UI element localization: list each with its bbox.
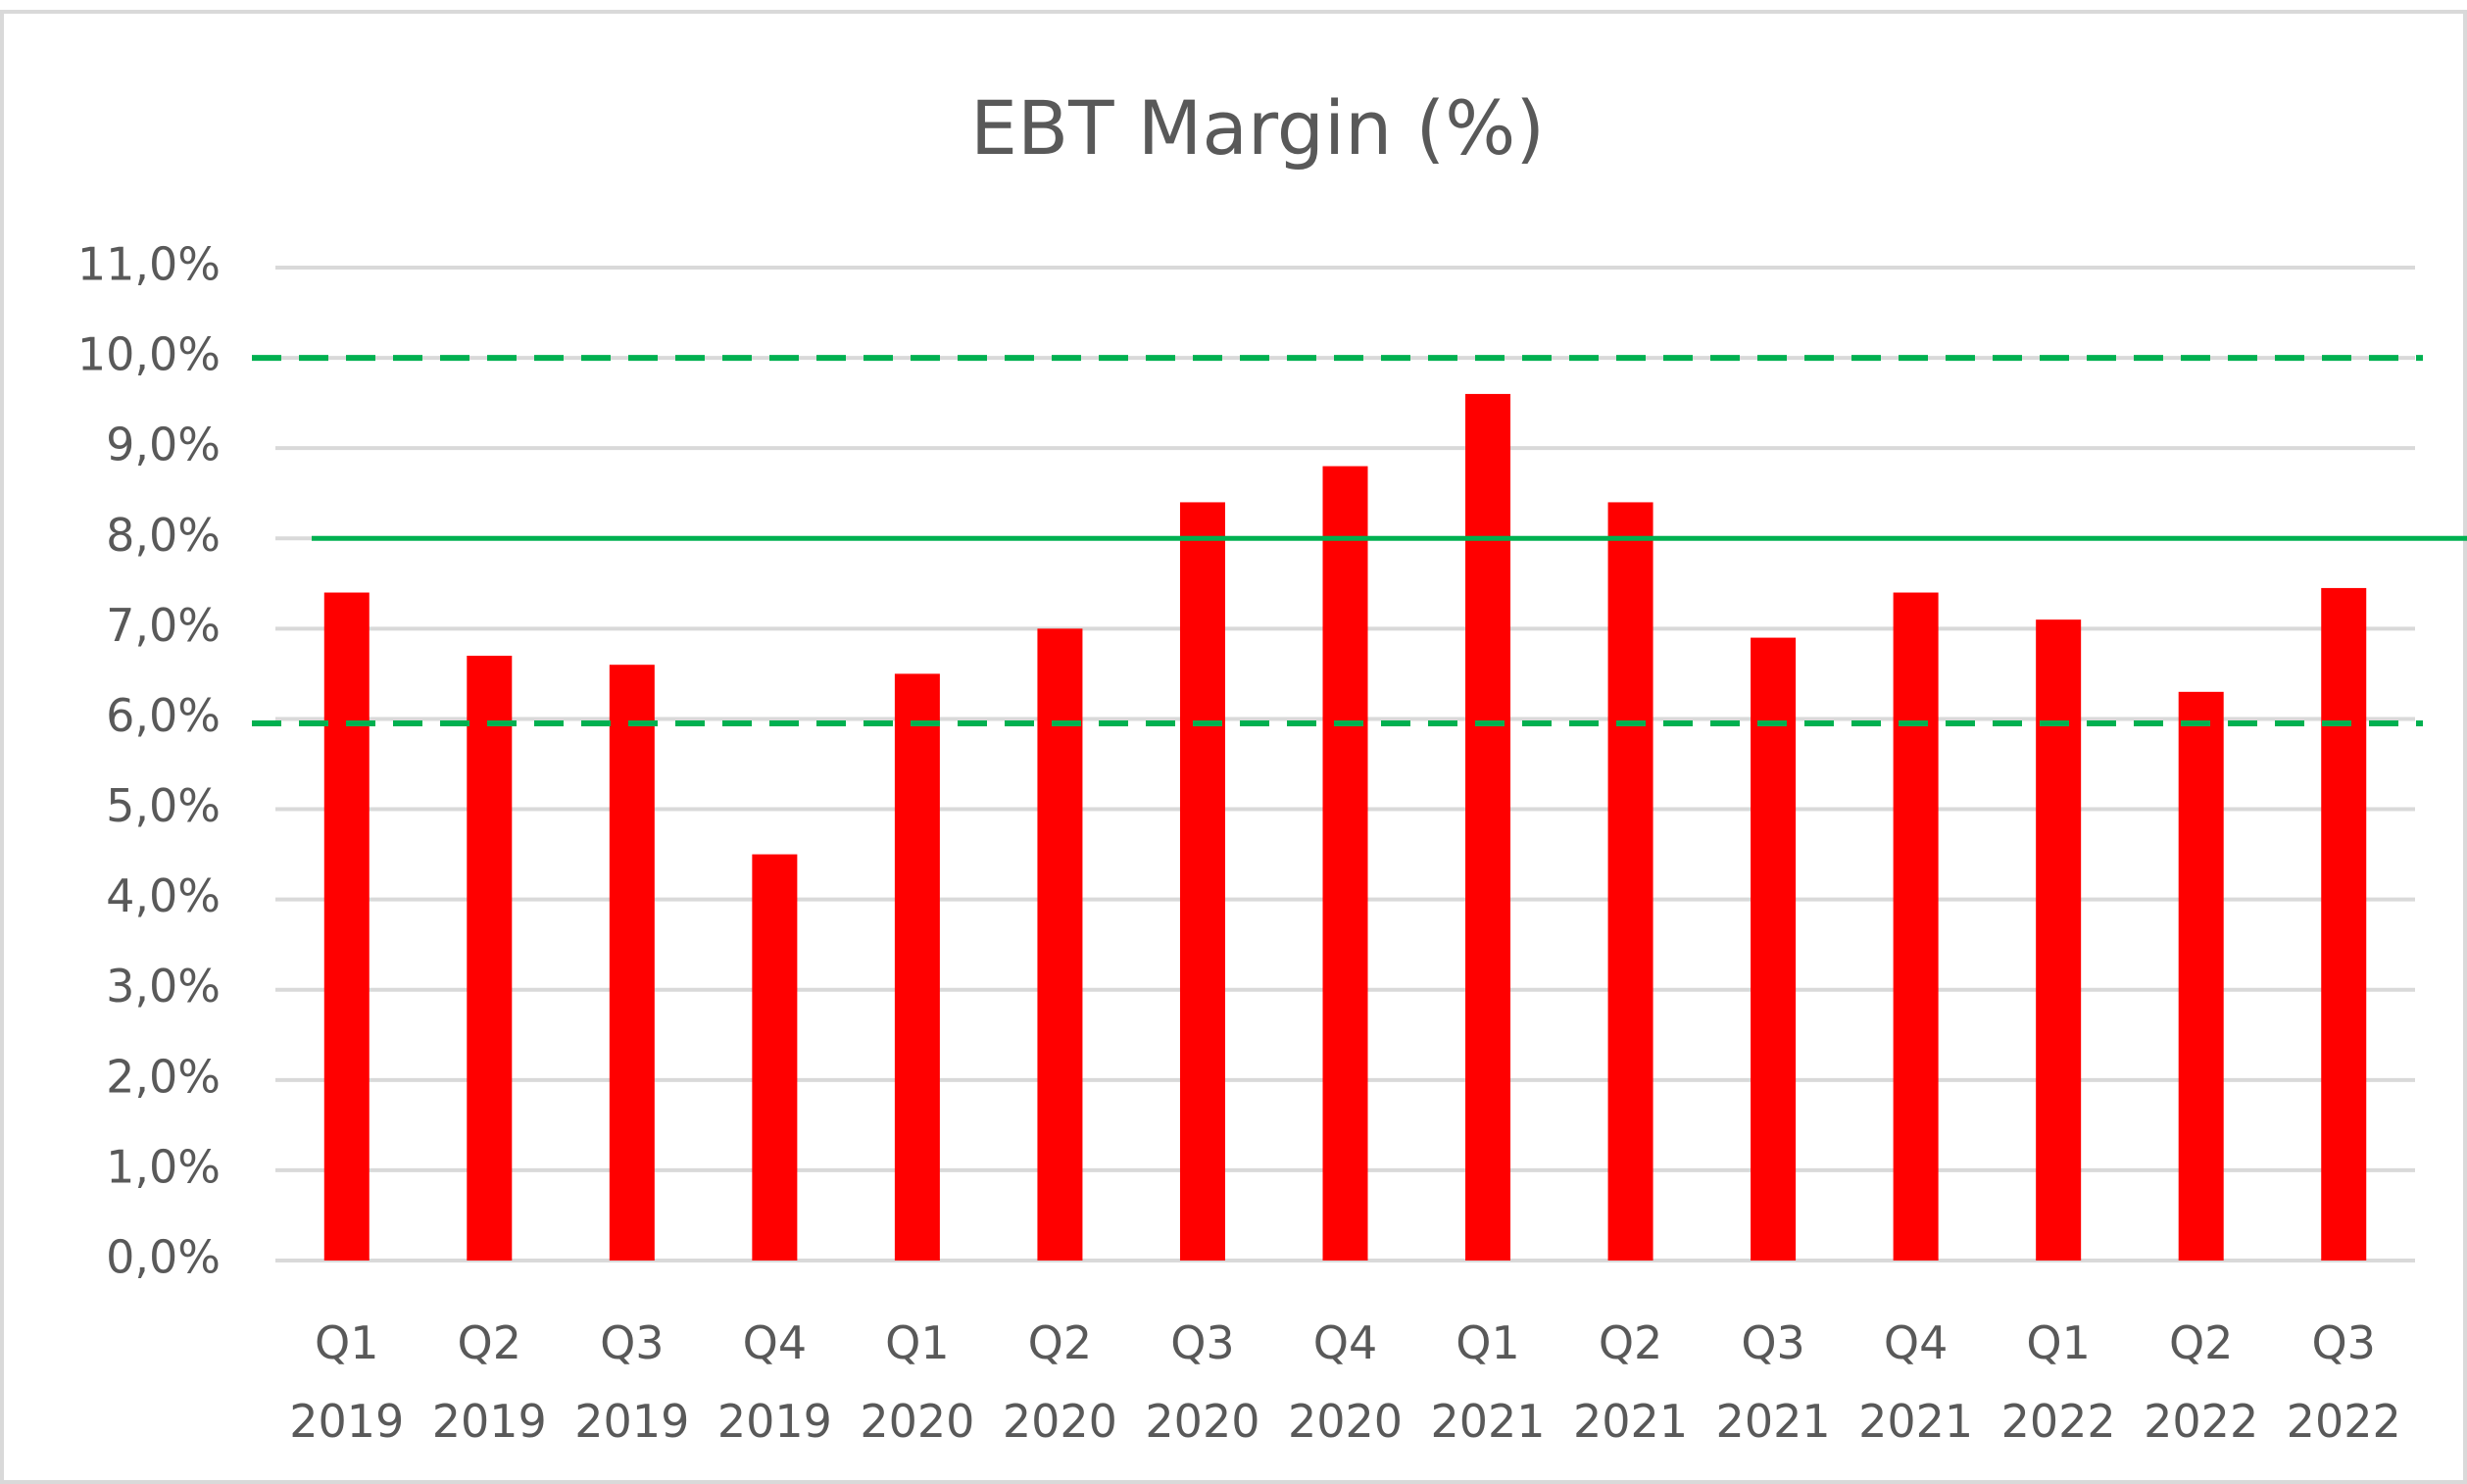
bar <box>467 655 513 1261</box>
chart-title: EBT Margin (%) <box>970 84 1545 172</box>
bar <box>1751 637 1797 1261</box>
y-tick-label: 9,0% <box>106 419 221 471</box>
x-tick-label: Q1 2022 <box>2000 1316 2116 1448</box>
x-tick-label: Q2 2021 <box>1573 1316 1689 1448</box>
x-tick-label: Q3 2021 <box>1715 1316 1831 1448</box>
y-tick-label: 3,0% <box>106 960 221 1013</box>
x-tick-label: Q3 2019 <box>574 1316 690 1448</box>
bar <box>2036 619 2082 1261</box>
x-tick-label: Q3 2020 <box>1145 1316 1260 1448</box>
x-tick-label: Q2 2022 <box>2144 1316 2259 1448</box>
bar <box>1037 628 1083 1261</box>
y-tick-label: 1,0% <box>106 1140 221 1193</box>
bar <box>609 665 655 1261</box>
x-tick-label: Q2 2020 <box>1002 1316 1117 1448</box>
bar <box>323 592 370 1261</box>
x-tick-label: Q1 2019 <box>289 1316 405 1448</box>
y-tick-label: 2,0% <box>106 1050 221 1103</box>
bar <box>752 854 798 1261</box>
y-tick-label: 4,0% <box>106 869 221 922</box>
x-tick-label: Q4 2021 <box>1858 1316 1974 1448</box>
y-tick-label: 8,0% <box>106 509 221 562</box>
x-tick-label: Q4 2019 <box>716 1316 832 1448</box>
y-tick-label: 7,0% <box>106 599 221 652</box>
x-tick-label: Q1 2021 <box>1430 1316 1546 1448</box>
bar <box>1607 502 1653 1261</box>
y-tick-label: 10,0% <box>77 328 221 381</box>
y-tick-label: 6,0% <box>106 689 221 742</box>
chart-frame <box>0 10 2467 1484</box>
x-tick-label: Q1 2020 <box>860 1316 975 1448</box>
x-tick-label: Q3 2022 <box>2286 1316 2401 1448</box>
x-tick-label: Q4 2020 <box>1287 1316 1404 1448</box>
bar <box>1179 502 1225 1261</box>
bar <box>1322 466 1368 1261</box>
y-tick-label: 11,0% <box>77 238 221 291</box>
y-tick-label: 0,0% <box>106 1231 221 1284</box>
bar <box>2178 691 2224 1261</box>
bar <box>2321 587 2367 1261</box>
bar <box>894 673 940 1261</box>
bar <box>1465 393 1511 1261</box>
bar <box>1893 592 1939 1261</box>
x-tick-label: Q2 2019 <box>431 1316 547 1448</box>
y-tick-label: 5,0% <box>106 779 221 832</box>
